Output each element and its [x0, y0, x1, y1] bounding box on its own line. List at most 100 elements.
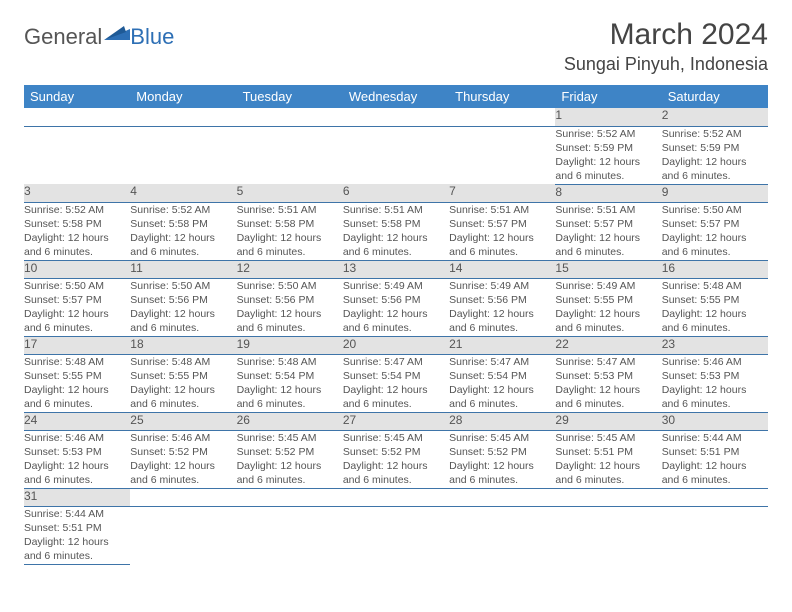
day-number-cell [130, 108, 236, 126]
day-number-cell: 13 [343, 260, 449, 278]
day-detail-cell: Sunrise: 5:44 AMSunset: 5:51 PMDaylight:… [24, 506, 130, 564]
day-detail-row: Sunrise: 5:46 AMSunset: 5:53 PMDaylight:… [24, 430, 768, 488]
location: Sungai Pinyuh, Indonesia [564, 54, 768, 75]
day-detail-cell [555, 506, 661, 564]
day-number-cell: 8 [555, 184, 661, 202]
day-detail-cell: Sunrise: 5:47 AMSunset: 5:53 PMDaylight:… [555, 354, 661, 412]
day-number-cell: 18 [130, 336, 236, 354]
day-number-cell: 17 [24, 336, 130, 354]
day-number-cell: 11 [130, 260, 236, 278]
header: General Blue March 2024 Sungai Pinyuh, I… [24, 18, 768, 75]
day-detail-cell: Sunrise: 5:46 AMSunset: 5:52 PMDaylight:… [130, 430, 236, 488]
day-detail-cell [237, 506, 343, 564]
day-number-row: 17181920212223 [24, 336, 768, 354]
day-detail-cell [237, 126, 343, 184]
day-detail-cell: Sunrise: 5:46 AMSunset: 5:53 PMDaylight:… [662, 354, 768, 412]
day-detail-cell: Sunrise: 5:51 AMSunset: 5:58 PMDaylight:… [343, 202, 449, 260]
day-number-cell [449, 108, 555, 126]
day-detail-cell: Sunrise: 5:49 AMSunset: 5:55 PMDaylight:… [555, 278, 661, 336]
day-detail-cell: Sunrise: 5:45 AMSunset: 5:52 PMDaylight:… [343, 430, 449, 488]
day-number-row: 10111213141516 [24, 260, 768, 278]
day-number-cell: 4 [130, 184, 236, 202]
logo: General Blue [24, 24, 174, 50]
day-header: Monday [130, 85, 236, 108]
day-detail-cell: Sunrise: 5:49 AMSunset: 5:56 PMDaylight:… [343, 278, 449, 336]
flag-icon [104, 24, 130, 40]
day-detail-cell [343, 506, 449, 564]
day-number-cell: 3 [24, 184, 130, 202]
day-number-cell: 9 [662, 184, 768, 202]
day-header: Sunday [24, 85, 130, 108]
day-detail-cell: Sunrise: 5:45 AMSunset: 5:51 PMDaylight:… [555, 430, 661, 488]
day-detail-cell: Sunrise: 5:46 AMSunset: 5:53 PMDaylight:… [24, 430, 130, 488]
day-detail-cell: Sunrise: 5:48 AMSunset: 5:55 PMDaylight:… [24, 354, 130, 412]
day-number-cell: 26 [237, 412, 343, 430]
day-detail-cell [662, 506, 768, 564]
day-detail-row: Sunrise: 5:50 AMSunset: 5:57 PMDaylight:… [24, 278, 768, 336]
day-number-cell: 16 [662, 260, 768, 278]
title-block: March 2024 Sungai Pinyuh, Indonesia [564, 18, 768, 75]
day-number-row: 31 [24, 488, 768, 506]
day-detail-cell: Sunrise: 5:50 AMSunset: 5:57 PMDaylight:… [24, 278, 130, 336]
day-detail-cell: Sunrise: 5:48 AMSunset: 5:55 PMDaylight:… [662, 278, 768, 336]
day-detail-cell: Sunrise: 5:52 AMSunset: 5:59 PMDaylight:… [662, 126, 768, 184]
day-number-cell: 20 [343, 336, 449, 354]
day-number-cell: 29 [555, 412, 661, 430]
day-detail-row: Sunrise: 5:52 AMSunset: 5:59 PMDaylight:… [24, 126, 768, 184]
day-number-cell: 25 [130, 412, 236, 430]
day-number-cell: 23 [662, 336, 768, 354]
day-number-cell [24, 108, 130, 126]
day-detail-cell: Sunrise: 5:50 AMSunset: 5:56 PMDaylight:… [237, 278, 343, 336]
day-number-cell: 22 [555, 336, 661, 354]
day-number-row: 3456789 [24, 184, 768, 202]
day-detail-cell: Sunrise: 5:52 AMSunset: 5:59 PMDaylight:… [555, 126, 661, 184]
day-number-row: 12 [24, 108, 768, 126]
day-number-cell [237, 108, 343, 126]
day-number-cell [662, 488, 768, 506]
logo-text-general: General [24, 24, 102, 50]
day-header: Saturday [662, 85, 768, 108]
day-detail-cell [449, 506, 555, 564]
day-header: Friday [555, 85, 661, 108]
day-number-cell [237, 488, 343, 506]
day-detail-cell: Sunrise: 5:44 AMSunset: 5:51 PMDaylight:… [662, 430, 768, 488]
day-number-cell: 12 [237, 260, 343, 278]
day-number-cell: 28 [449, 412, 555, 430]
day-number-cell: 24 [24, 412, 130, 430]
day-number-cell: 2 [662, 108, 768, 126]
day-detail-cell: Sunrise: 5:51 AMSunset: 5:57 PMDaylight:… [449, 202, 555, 260]
calendar-table: SundayMondayTuesdayWednesdayThursdayFrid… [24, 85, 768, 565]
day-detail-cell: Sunrise: 5:47 AMSunset: 5:54 PMDaylight:… [343, 354, 449, 412]
day-number-cell: 5 [237, 184, 343, 202]
day-detail-cell: Sunrise: 5:48 AMSunset: 5:54 PMDaylight:… [237, 354, 343, 412]
day-detail-cell: Sunrise: 5:49 AMSunset: 5:56 PMDaylight:… [449, 278, 555, 336]
day-number-cell: 6 [343, 184, 449, 202]
day-number-row: 24252627282930 [24, 412, 768, 430]
day-detail-cell: Sunrise: 5:51 AMSunset: 5:57 PMDaylight:… [555, 202, 661, 260]
day-header: Wednesday [343, 85, 449, 108]
day-detail-cell: Sunrise: 5:50 AMSunset: 5:56 PMDaylight:… [130, 278, 236, 336]
day-detail-cell: Sunrise: 5:52 AMSunset: 5:58 PMDaylight:… [24, 202, 130, 260]
day-header-row: SundayMondayTuesdayWednesdayThursdayFrid… [24, 85, 768, 108]
day-detail-cell: Sunrise: 5:50 AMSunset: 5:57 PMDaylight:… [662, 202, 768, 260]
day-detail-cell [130, 126, 236, 184]
day-detail-cell: Sunrise: 5:52 AMSunset: 5:58 PMDaylight:… [130, 202, 236, 260]
day-number-cell: 7 [449, 184, 555, 202]
day-number-cell: 15 [555, 260, 661, 278]
day-detail-cell: Sunrise: 5:47 AMSunset: 5:54 PMDaylight:… [449, 354, 555, 412]
day-detail-cell: Sunrise: 5:45 AMSunset: 5:52 PMDaylight:… [449, 430, 555, 488]
day-number-cell: 21 [449, 336, 555, 354]
day-number-cell: 14 [449, 260, 555, 278]
day-number-cell: 19 [237, 336, 343, 354]
day-detail-row: Sunrise: 5:48 AMSunset: 5:55 PMDaylight:… [24, 354, 768, 412]
day-detail-cell [449, 126, 555, 184]
day-number-cell: 31 [24, 488, 130, 506]
day-detail-cell: Sunrise: 5:51 AMSunset: 5:58 PMDaylight:… [237, 202, 343, 260]
day-number-cell [343, 488, 449, 506]
day-number-cell [130, 488, 236, 506]
day-detail-cell [130, 506, 236, 564]
day-number-cell: 10 [24, 260, 130, 278]
day-detail-cell: Sunrise: 5:48 AMSunset: 5:55 PMDaylight:… [130, 354, 236, 412]
day-header: Tuesday [237, 85, 343, 108]
day-detail-cell [343, 126, 449, 184]
